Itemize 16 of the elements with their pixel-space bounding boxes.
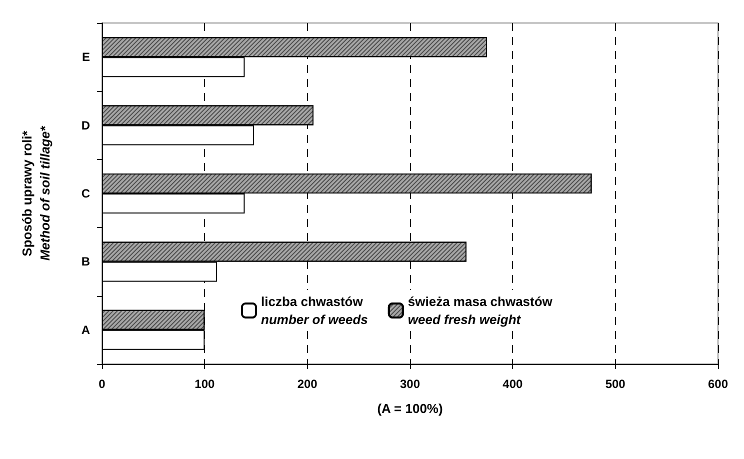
x-axis-title: (A = 100%): [377, 401, 443, 416]
y-tick-label: B: [81, 254, 90, 269]
y-tick-label: C: [81, 186, 90, 200]
x-tick-label: 500: [605, 377, 626, 391]
legend-label: liczba chwastów number of weeds: [261, 294, 368, 327]
legend-label: świeża masa chwastów weed fresh weight: [408, 294, 554, 327]
x-tick-label: 200: [297, 377, 318, 391]
y-axis-title: Sposób uprawy roli* Method of soil tillage*: [20, 125, 52, 261]
y-tick-label: A: [81, 322, 90, 337]
x-tick-label: 100: [194, 377, 215, 391]
x-tick-label: 0: [98, 377, 106, 391]
y-tick-label: D: [81, 118, 90, 132]
x-tick-label: 300: [400, 377, 420, 391]
y-tick-label: E: [82, 50, 90, 64]
x-tick-label: 400: [502, 377, 523, 391]
x-tick-label: 600: [708, 377, 728, 391]
